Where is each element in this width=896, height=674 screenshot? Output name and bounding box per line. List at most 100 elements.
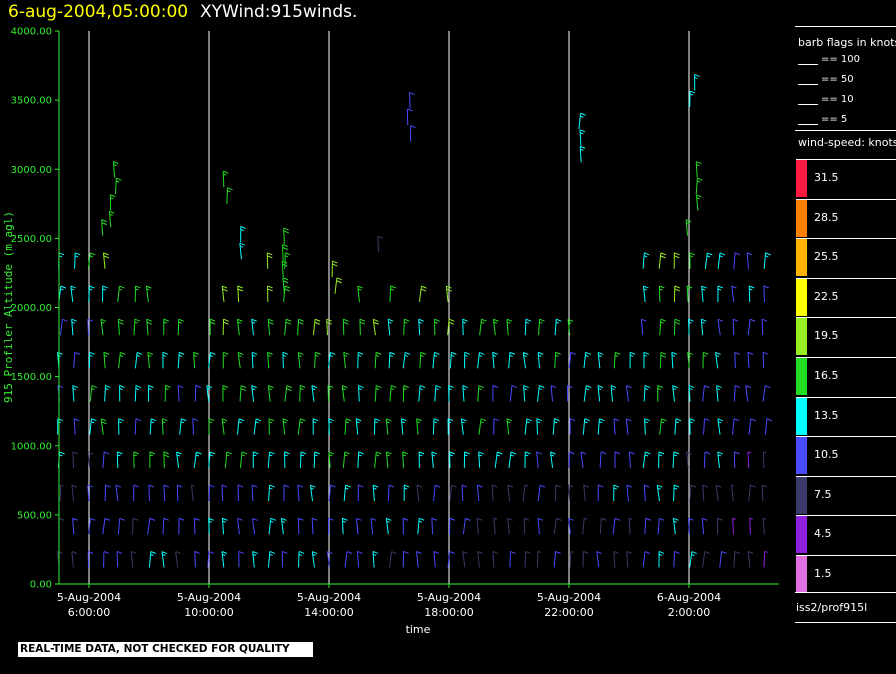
wind-barb-staff bbox=[659, 352, 662, 369]
wind-barb-flag bbox=[464, 351, 470, 355]
wind-barb-staff bbox=[716, 385, 719, 402]
wind-barb-half-flag bbox=[447, 421, 452, 424]
speed-color-label: 28.5 bbox=[814, 210, 839, 224]
barb-legend-label: == 5 bbox=[821, 114, 848, 125]
wind-barb bbox=[388, 351, 396, 369]
wind-barb-staff bbox=[221, 551, 225, 568]
wind-barb bbox=[536, 418, 543, 435]
wind-barb bbox=[579, 129, 586, 146]
wind-barb-flag bbox=[268, 321, 274, 325]
wind-barb bbox=[387, 318, 394, 336]
wind-barb bbox=[117, 285, 125, 303]
wind-barb-staff bbox=[114, 178, 117, 195]
wind-barb-staff bbox=[206, 385, 210, 402]
wind-barb-flag bbox=[674, 321, 681, 325]
wind-barb-flag bbox=[419, 385, 426, 389]
wind-barb-staff bbox=[71, 551, 74, 568]
wind-barb-flag bbox=[702, 484, 709, 488]
wind-barb-staff bbox=[311, 385, 315, 402]
wind-barb-flag bbox=[359, 321, 366, 325]
wind-barb bbox=[59, 484, 64, 502]
wind-barb-flag bbox=[569, 451, 575, 455]
wind-barb-flag bbox=[221, 551, 228, 554]
wind-barb-staff bbox=[734, 352, 736, 369]
wind-barb-half-flag bbox=[210, 354, 214, 357]
wind-barb-flag bbox=[481, 318, 487, 322]
wind-barb-half-flag bbox=[644, 454, 649, 457]
wind-barb bbox=[377, 235, 383, 253]
wind-barb-staff bbox=[732, 518, 735, 535]
wind-barb bbox=[89, 418, 97, 435]
wind-barb bbox=[642, 551, 651, 568]
wind-barb-half-flag bbox=[238, 354, 242, 357]
wind-barb-flag bbox=[336, 280, 342, 284]
wind-barb bbox=[702, 351, 709, 369]
wind-barb-flag bbox=[733, 418, 740, 422]
wind-barb bbox=[672, 385, 678, 402]
wind-barb bbox=[251, 318, 257, 336]
wind-barb-flag bbox=[462, 551, 468, 555]
wind-barb-half-flag bbox=[116, 180, 120, 183]
wind-barb bbox=[267, 285, 273, 302]
wind-barb bbox=[343, 351, 349, 369]
wind-barb-flag bbox=[267, 255, 273, 259]
wind-barb-flag bbox=[674, 550, 680, 554]
wind-barb bbox=[418, 385, 426, 402]
wind-barb bbox=[236, 318, 243, 336]
wind-barb-flag bbox=[478, 385, 484, 389]
wind-barb-half-flag bbox=[178, 354, 183, 357]
wind-barb-half-flag bbox=[284, 454, 288, 457]
wind-barb bbox=[163, 484, 170, 502]
speed-legend-title: wind-speed: knots bbox=[798, 136, 896, 149]
wind-barb-half-flag bbox=[222, 421, 226, 424]
wind-barb-flag bbox=[766, 418, 773, 422]
wind-barb bbox=[71, 318, 77, 336]
wind-barb-flag bbox=[630, 351, 636, 355]
wind-barb-staff bbox=[149, 418, 152, 435]
wind-barb-staff bbox=[695, 178, 698, 195]
x-axis-title: time bbox=[406, 623, 431, 636]
wind-barb-flag bbox=[550, 385, 557, 389]
wind-barb-flag bbox=[689, 90, 696, 94]
wind-barb bbox=[568, 517, 574, 535]
wind-barb bbox=[145, 285, 152, 303]
wind-barb-half-flag bbox=[697, 180, 701, 183]
wind-barb bbox=[177, 318, 184, 336]
wind-barb-half-flag bbox=[579, 132, 584, 135]
wind-barb bbox=[567, 484, 574, 502]
speed-scale-divider bbox=[796, 277, 896, 279]
wind-barb-flag bbox=[719, 252, 726, 256]
wind-barb-flag bbox=[178, 318, 184, 322]
wind-barb-staff bbox=[643, 385, 646, 402]
wind-barb-flag bbox=[568, 484, 574, 488]
wind-barb-staff bbox=[628, 451, 631, 468]
wind-barb-staff bbox=[207, 551, 210, 568]
wind-barb-flag bbox=[209, 321, 216, 325]
wind-barb-flag bbox=[74, 351, 81, 355]
speed-color-label: 19.5 bbox=[814, 329, 839, 343]
wind-barb-half-flag bbox=[102, 288, 106, 291]
wind-barb-half-flag bbox=[583, 517, 588, 520]
wind-barb-staff bbox=[358, 385, 360, 402]
wind-barb-half-flag bbox=[134, 321, 138, 324]
wind-barb-half-flag bbox=[209, 454, 214, 457]
wind-barb bbox=[509, 385, 518, 402]
wind-barb-flag bbox=[75, 252, 81, 256]
wind-barb bbox=[252, 451, 259, 468]
wind-barb bbox=[704, 252, 713, 269]
wind-barb-half-flag bbox=[373, 487, 377, 490]
wind-barb bbox=[130, 551, 137, 568]
wind-barb bbox=[385, 517, 392, 535]
wind-barb-half-flag bbox=[327, 388, 332, 390]
wind-barb bbox=[643, 385, 651, 402]
wind-barb-half-flag bbox=[716, 388, 721, 391]
wind-barb bbox=[524, 451, 531, 468]
wind-barb-flag bbox=[135, 285, 141, 289]
y-tick-label: 3500.00 bbox=[11, 96, 52, 107]
wind-barb bbox=[71, 484, 78, 502]
wind-barb-staff bbox=[685, 219, 689, 236]
wind-barb-flag bbox=[136, 351, 143, 355]
wind-barb bbox=[357, 351, 364, 369]
wind-barb-staff bbox=[177, 319, 180, 336]
wind-barb-flag bbox=[644, 551, 651, 554]
